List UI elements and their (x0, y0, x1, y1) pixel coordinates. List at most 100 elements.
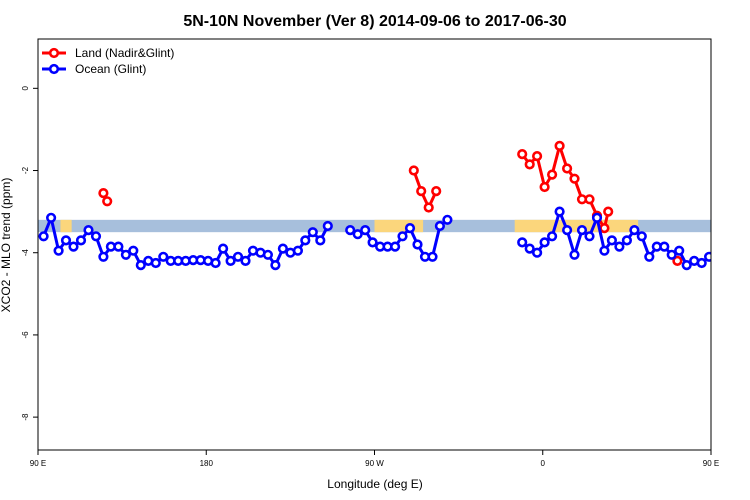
ocean-series-point (434, 220, 446, 232)
ocean-series-point (315, 235, 326, 246)
land-series-point (569, 173, 580, 184)
ocean-series-point (98, 251, 109, 262)
ocean-series-point (240, 255, 251, 267)
ocean-series-point (307, 227, 318, 238)
ocean-series-point (614, 241, 625, 252)
land-series-point (98, 188, 109, 199)
ocean-series-point (539, 237, 550, 248)
ocean-series-point (75, 235, 87, 246)
ocean-series-point (128, 245, 139, 256)
ocean-series-point (591, 212, 603, 223)
x-axis-label: Longitude (deg E) (327, 477, 422, 491)
ocean-series-point (576, 225, 588, 236)
y-axis-label: XCO2 - MLO trend (ppm) (0, 178, 13, 313)
land-series-point (554, 140, 565, 151)
ocean-series-point (554, 206, 565, 217)
y-tick-label: -4 (21, 249, 30, 257)
ocean-series-point (561, 225, 573, 236)
ocean-series-point (728, 257, 736, 265)
ocean-series-point (404, 223, 416, 234)
legend-entry-label: Ocean (Glint) (75, 62, 146, 76)
ocean-series-point (352, 229, 363, 240)
ocean-series-point (427, 251, 438, 262)
ocean-series-point (621, 235, 633, 246)
x-tick-label: 0 (541, 459, 546, 468)
ocean-series-point (636, 231, 647, 242)
chart-title: 5N-10N November (Ver 8) 2014-09-06 to 20… (183, 13, 566, 30)
ocean-series-point (735, 256, 743, 264)
ocean-series-point (659, 241, 670, 252)
land-series-point (531, 151, 543, 162)
x-tick-label: 180 (200, 459, 214, 468)
ocean-series-point (68, 241, 79, 252)
ocean-series-point (681, 260, 692, 271)
ocean-series-point (150, 257, 161, 269)
ocean-series-point (270, 260, 281, 271)
ocean-series-point (218, 243, 229, 254)
ocean-series-point (629, 225, 640, 236)
ocean-series-point (83, 225, 94, 236)
land-series-point (539, 181, 550, 193)
ocean-series-point (300, 235, 311, 246)
ocean-series-point (367, 237, 378, 248)
legend-entry-label: Land (Nadir&Glint) (75, 46, 174, 60)
ocean-series-point (720, 257, 728, 265)
ocean-series-point (546, 231, 558, 242)
ocean-series-point (113, 241, 124, 252)
band-highlight (514, 219, 639, 233)
band-highlight (60, 219, 72, 233)
ocean-series-point (225, 255, 236, 267)
ocean-series-point (90, 231, 102, 242)
ocean-series-point (674, 245, 685, 256)
ocean-series-point (360, 225, 371, 236)
ocean-series-point (38, 231, 49, 242)
land-series-point (546, 169, 558, 180)
land-series-point (603, 206, 614, 217)
land-series-point (431, 186, 442, 197)
legend: Land (Nadir&Glint) Ocean (Glint) (42, 46, 174, 76)
band-highlight (374, 219, 424, 233)
ocean-series-point (120, 249, 131, 260)
land-series-point (584, 194, 595, 205)
x-tick-label: 90 W (365, 459, 384, 468)
land-series-point (102, 196, 113, 207)
ocean-series-point (442, 214, 453, 225)
y-tick-label: -6 (21, 331, 30, 339)
land-series-point (524, 159, 535, 170)
land-series-point (561, 163, 573, 174)
ocean-series-point (743, 256, 750, 264)
land-series-point (599, 223, 610, 234)
x-tick-label: 90 E (703, 459, 719, 468)
ocean-series-point (277, 243, 289, 254)
land-series-point (408, 165, 419, 176)
ocean-series-point (644, 251, 655, 262)
x-axis: 90 E 180 90 W 0 90 E (30, 450, 719, 468)
ocean-series-point (584, 231, 595, 242)
y-tick-label: -8 (21, 413, 30, 421)
ocean-series-point (53, 245, 64, 256)
ocean-series-point (412, 239, 423, 250)
ocean-series-point (322, 220, 333, 232)
land-series-point (416, 186, 427, 197)
ocean-series-point (390, 241, 401, 252)
ocean-series-point (397, 231, 408, 242)
legend-swatch-marker (48, 47, 60, 59)
land-series-point (672, 255, 683, 267)
ocean-series-point (517, 237, 528, 248)
ocean-series-point (569, 249, 580, 260)
ocean-series-point (704, 251, 711, 262)
ocean-series-point (524, 243, 535, 254)
y-tick-label: -2 (21, 166, 30, 174)
land-series-point (423, 202, 434, 213)
ocean-series-point (232, 251, 244, 262)
land-series-point (517, 149, 528, 160)
ocean-series-point (135, 260, 146, 271)
ocean-series-point (45, 212, 57, 223)
ocean-series-point (60, 235, 72, 246)
x-tick-label: 90 E (30, 459, 46, 468)
ocean-series-point (262, 249, 274, 260)
ocean-series-point (666, 249, 677, 260)
ocean-series-point (696, 257, 707, 269)
y-tick-label: 0 (21, 86, 30, 91)
